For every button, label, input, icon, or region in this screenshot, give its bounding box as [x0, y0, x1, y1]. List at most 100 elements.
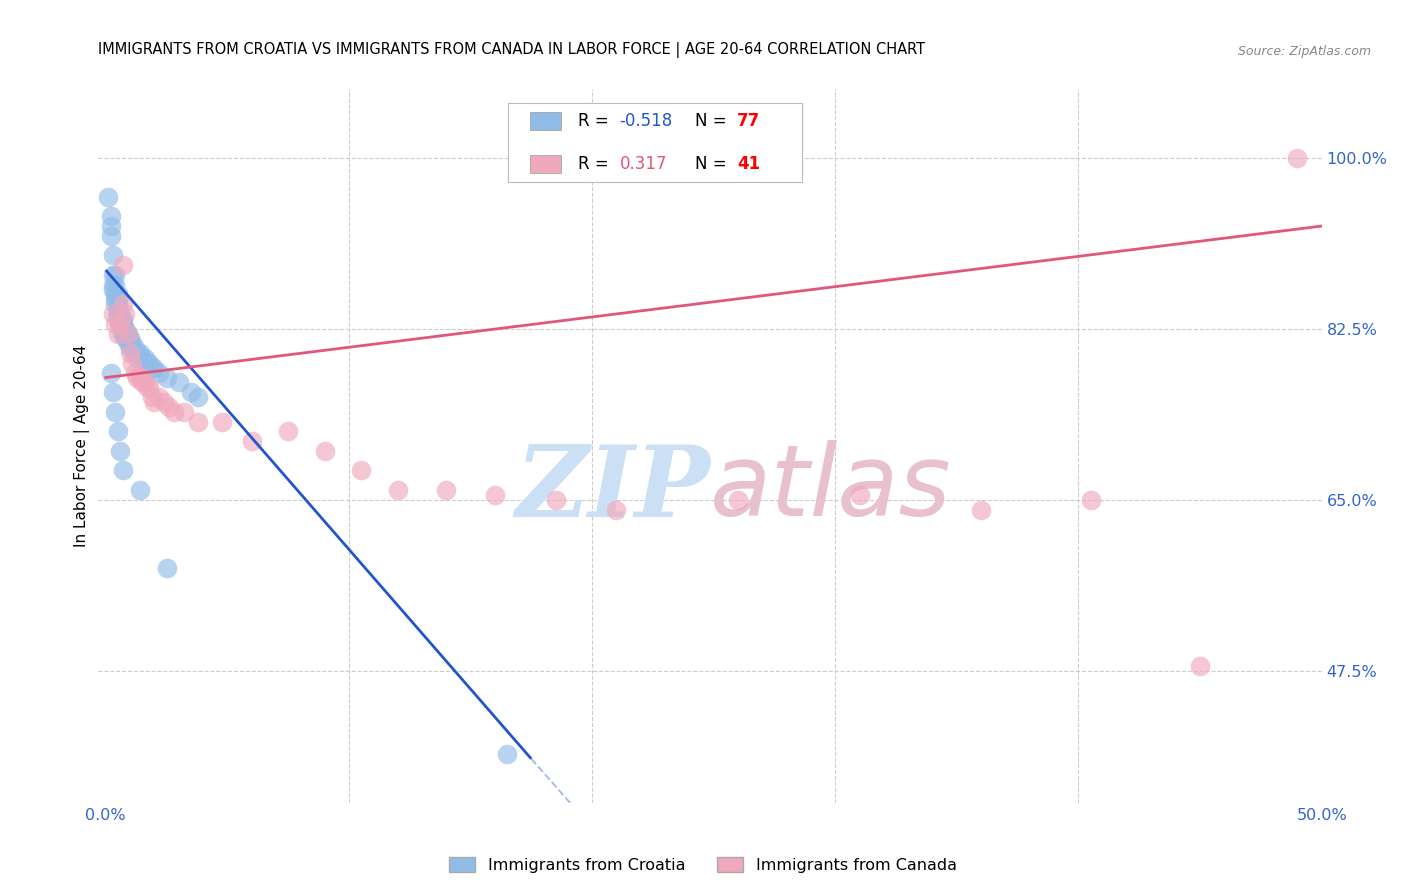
Point [121, 356, 143, 370]
Point [111, 321, 134, 335]
Point [121, 336, 143, 351]
Point [350, 463, 373, 477]
Point [153, 395, 176, 409]
Point [104, 405, 127, 419]
Point [211, 415, 233, 429]
Point [157, 400, 180, 414]
Point [187, 415, 209, 429]
Point [111, 297, 134, 311]
Point [118, 346, 141, 360]
Point [605, 502, 627, 516]
Text: 41: 41 [737, 155, 761, 173]
Text: R =: R = [578, 112, 614, 130]
Point [240, 434, 263, 449]
Point [131, 376, 153, 390]
Point [111, 317, 134, 331]
Point [484, 488, 506, 502]
Point [110, 317, 132, 331]
Bar [530, 112, 561, 130]
Point [111, 326, 134, 341]
Point [127, 370, 149, 384]
Point [107, 307, 129, 321]
Point [496, 747, 519, 761]
Point [110, 317, 132, 331]
Point [124, 366, 146, 380]
Point [111, 326, 134, 341]
Point [118, 341, 141, 355]
Point [110, 317, 132, 331]
Point [138, 356, 160, 370]
Point [107, 307, 129, 321]
Point [107, 326, 129, 341]
Point [111, 321, 134, 335]
Text: 77: 77 [737, 112, 761, 130]
Point [167, 376, 190, 390]
Point [101, 307, 124, 321]
Text: -0.518: -0.518 [620, 112, 672, 130]
Text: IMMIGRANTS FROM CROATIA VS IMMIGRANTS FROM CANADA IN LABOR FORCE | AGE 20-64 COR: IMMIGRANTS FROM CROATIA VS IMMIGRANTS FR… [98, 42, 925, 58]
Point [128, 483, 150, 497]
Point [114, 331, 136, 345]
Point [544, 492, 567, 507]
Point [121, 341, 143, 355]
Point [104, 277, 127, 292]
Point [110, 317, 132, 331]
Point [110, 317, 132, 331]
Point [141, 360, 163, 375]
Point [187, 390, 209, 404]
Point [118, 331, 141, 345]
Point [117, 326, 139, 341]
Point [727, 492, 749, 507]
Point [111, 258, 134, 272]
Point [1189, 659, 1212, 673]
Point [117, 336, 139, 351]
Point [101, 268, 124, 282]
Point [434, 483, 457, 497]
Point [104, 293, 127, 307]
Point [104, 297, 127, 311]
Point [277, 425, 299, 439]
Point [104, 317, 127, 331]
Point [107, 297, 129, 311]
Text: Source: ZipAtlas.com: Source: ZipAtlas.com [1237, 45, 1371, 58]
Text: ZIP: ZIP [515, 441, 710, 537]
Point [107, 293, 129, 307]
Point [101, 248, 124, 262]
Point [117, 331, 139, 345]
Point [107, 312, 129, 326]
Point [141, 390, 163, 404]
Point [143, 395, 166, 409]
Y-axis label: In Labor Force | Age 20-64: In Labor Force | Age 20-64 [75, 345, 90, 547]
Point [387, 483, 409, 497]
Bar [530, 155, 561, 173]
Text: N =: N = [696, 155, 733, 173]
Point [124, 346, 146, 360]
Point [100, 366, 122, 380]
Text: R =: R = [578, 155, 619, 173]
Point [314, 443, 336, 458]
Point [148, 366, 170, 380]
Point [131, 351, 153, 365]
Point [128, 370, 150, 384]
Point [107, 287, 129, 301]
Point [110, 443, 132, 458]
Point [101, 283, 124, 297]
Point [163, 405, 186, 419]
Point [155, 561, 177, 575]
Point [104, 287, 127, 301]
Point [117, 331, 139, 345]
Point [97, 190, 120, 204]
Point [848, 488, 870, 502]
Text: N =: N = [696, 112, 733, 130]
Point [111, 317, 134, 331]
Point [110, 307, 132, 321]
Point [180, 385, 202, 400]
Point [118, 336, 141, 351]
Point [118, 336, 141, 351]
Point [100, 228, 122, 243]
Point [110, 317, 132, 331]
Point [117, 326, 139, 341]
Point [114, 321, 136, 335]
Point [107, 307, 129, 321]
Point [100, 209, 122, 223]
